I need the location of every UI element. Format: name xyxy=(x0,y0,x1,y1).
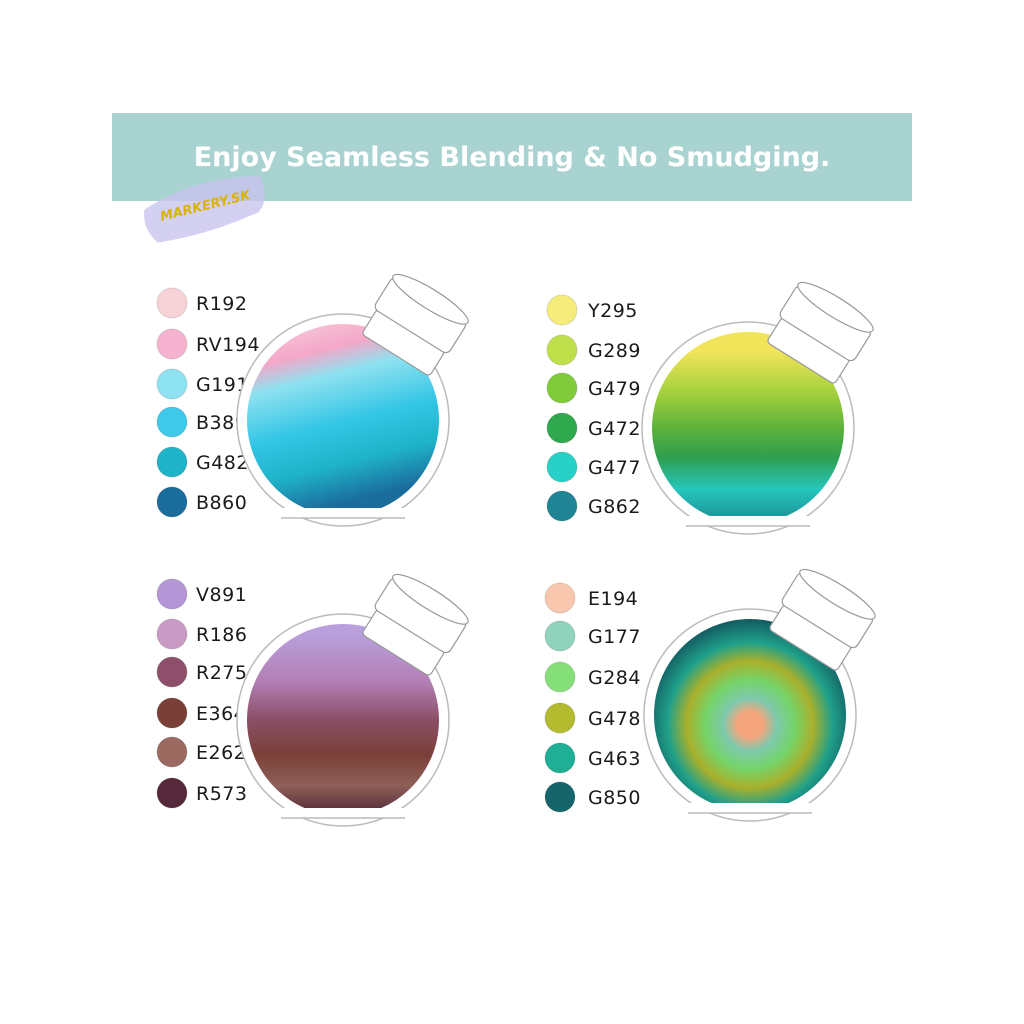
panel: Y295 G289 G479 G472 G477 G862 xyxy=(546,281,874,535)
swatch xyxy=(546,490,578,522)
jar xyxy=(643,568,876,822)
swatch xyxy=(156,446,188,478)
swatch-code: R573 xyxy=(196,783,247,805)
swatch-code: R192 xyxy=(196,293,247,315)
swatch xyxy=(156,368,188,400)
swatch-code: B389 xyxy=(196,412,247,434)
swatch xyxy=(156,777,188,809)
jar-contents xyxy=(654,619,846,811)
swatch xyxy=(544,702,576,734)
jar xyxy=(236,273,469,527)
swatch-code: G463 xyxy=(588,748,641,770)
banner-title: Enjoy Seamless Blending & No Smudging. xyxy=(194,142,831,173)
jar-cap-top xyxy=(392,573,469,625)
swatch xyxy=(546,294,578,326)
jar-base xyxy=(688,516,808,526)
swatch-code: G479 xyxy=(588,378,641,400)
swatch-code: RV194 xyxy=(196,334,260,356)
jar-lid xyxy=(769,568,876,671)
swatch xyxy=(156,697,188,729)
panel: V891 R186 R275 E364 E262 R573 xyxy=(156,573,469,827)
swatch xyxy=(544,742,576,774)
swatch-code: R186 xyxy=(196,624,247,646)
swatch-code: E364 xyxy=(196,703,246,725)
swatch xyxy=(544,781,576,813)
panels: R192 RV194 G191 B389 G482 B860 Y295 G289 G479 G47… xyxy=(156,273,876,827)
swatch-code: V891 xyxy=(196,584,247,606)
jar-contents xyxy=(247,324,439,516)
swatch-code: G477 xyxy=(588,457,641,479)
swatch xyxy=(156,486,188,518)
swatch-code: E262 xyxy=(196,742,246,764)
swatch xyxy=(544,620,576,652)
swatch xyxy=(544,661,576,693)
swatch-code: G472 xyxy=(588,418,641,440)
jar-lid xyxy=(362,273,469,376)
swatch xyxy=(544,582,576,614)
jar-lid xyxy=(362,573,469,676)
panel: E194 G177 G284 G478 G463 G850 xyxy=(544,568,876,822)
jar-cap-top xyxy=(799,568,876,620)
swatch xyxy=(546,451,578,483)
swatch-code: G284 xyxy=(588,667,641,689)
jar xyxy=(641,281,874,535)
jar-lid xyxy=(767,281,874,384)
jar-base xyxy=(283,808,403,818)
jar-cap-top xyxy=(392,273,469,325)
watermark: MARKERY.SK xyxy=(143,175,265,243)
jar-contents xyxy=(247,624,439,816)
swatch-code: G862 xyxy=(588,496,641,518)
swatch-code: G482 xyxy=(196,452,249,474)
swatch xyxy=(156,578,188,610)
jar-base xyxy=(283,508,403,518)
swatch xyxy=(156,618,188,650)
jar xyxy=(236,573,469,827)
swatch xyxy=(546,412,578,444)
swatch-code: Y295 xyxy=(587,300,638,322)
jar-cap-top xyxy=(797,281,874,333)
swatch-code: G191 xyxy=(196,374,249,396)
swatch xyxy=(546,334,578,366)
jar-contents xyxy=(652,332,844,524)
swatch-code: E194 xyxy=(588,588,638,610)
swatch xyxy=(156,656,188,688)
swatch-code: R275 xyxy=(196,662,247,684)
swatch xyxy=(156,736,188,768)
jar-base xyxy=(690,803,810,813)
watermark-smudge xyxy=(143,175,265,243)
swatch-code: G177 xyxy=(588,626,641,648)
swatch-code: G850 xyxy=(588,787,641,809)
swatch-code: B860 xyxy=(196,492,247,514)
swatch-code: G478 xyxy=(588,708,641,730)
swatch-code: G289 xyxy=(588,340,641,362)
swatch xyxy=(156,406,188,438)
panel: R192 RV194 G191 B389 G482 B860 xyxy=(156,273,469,527)
swatch xyxy=(156,287,188,319)
swatch xyxy=(546,372,578,404)
swatch xyxy=(156,328,188,360)
